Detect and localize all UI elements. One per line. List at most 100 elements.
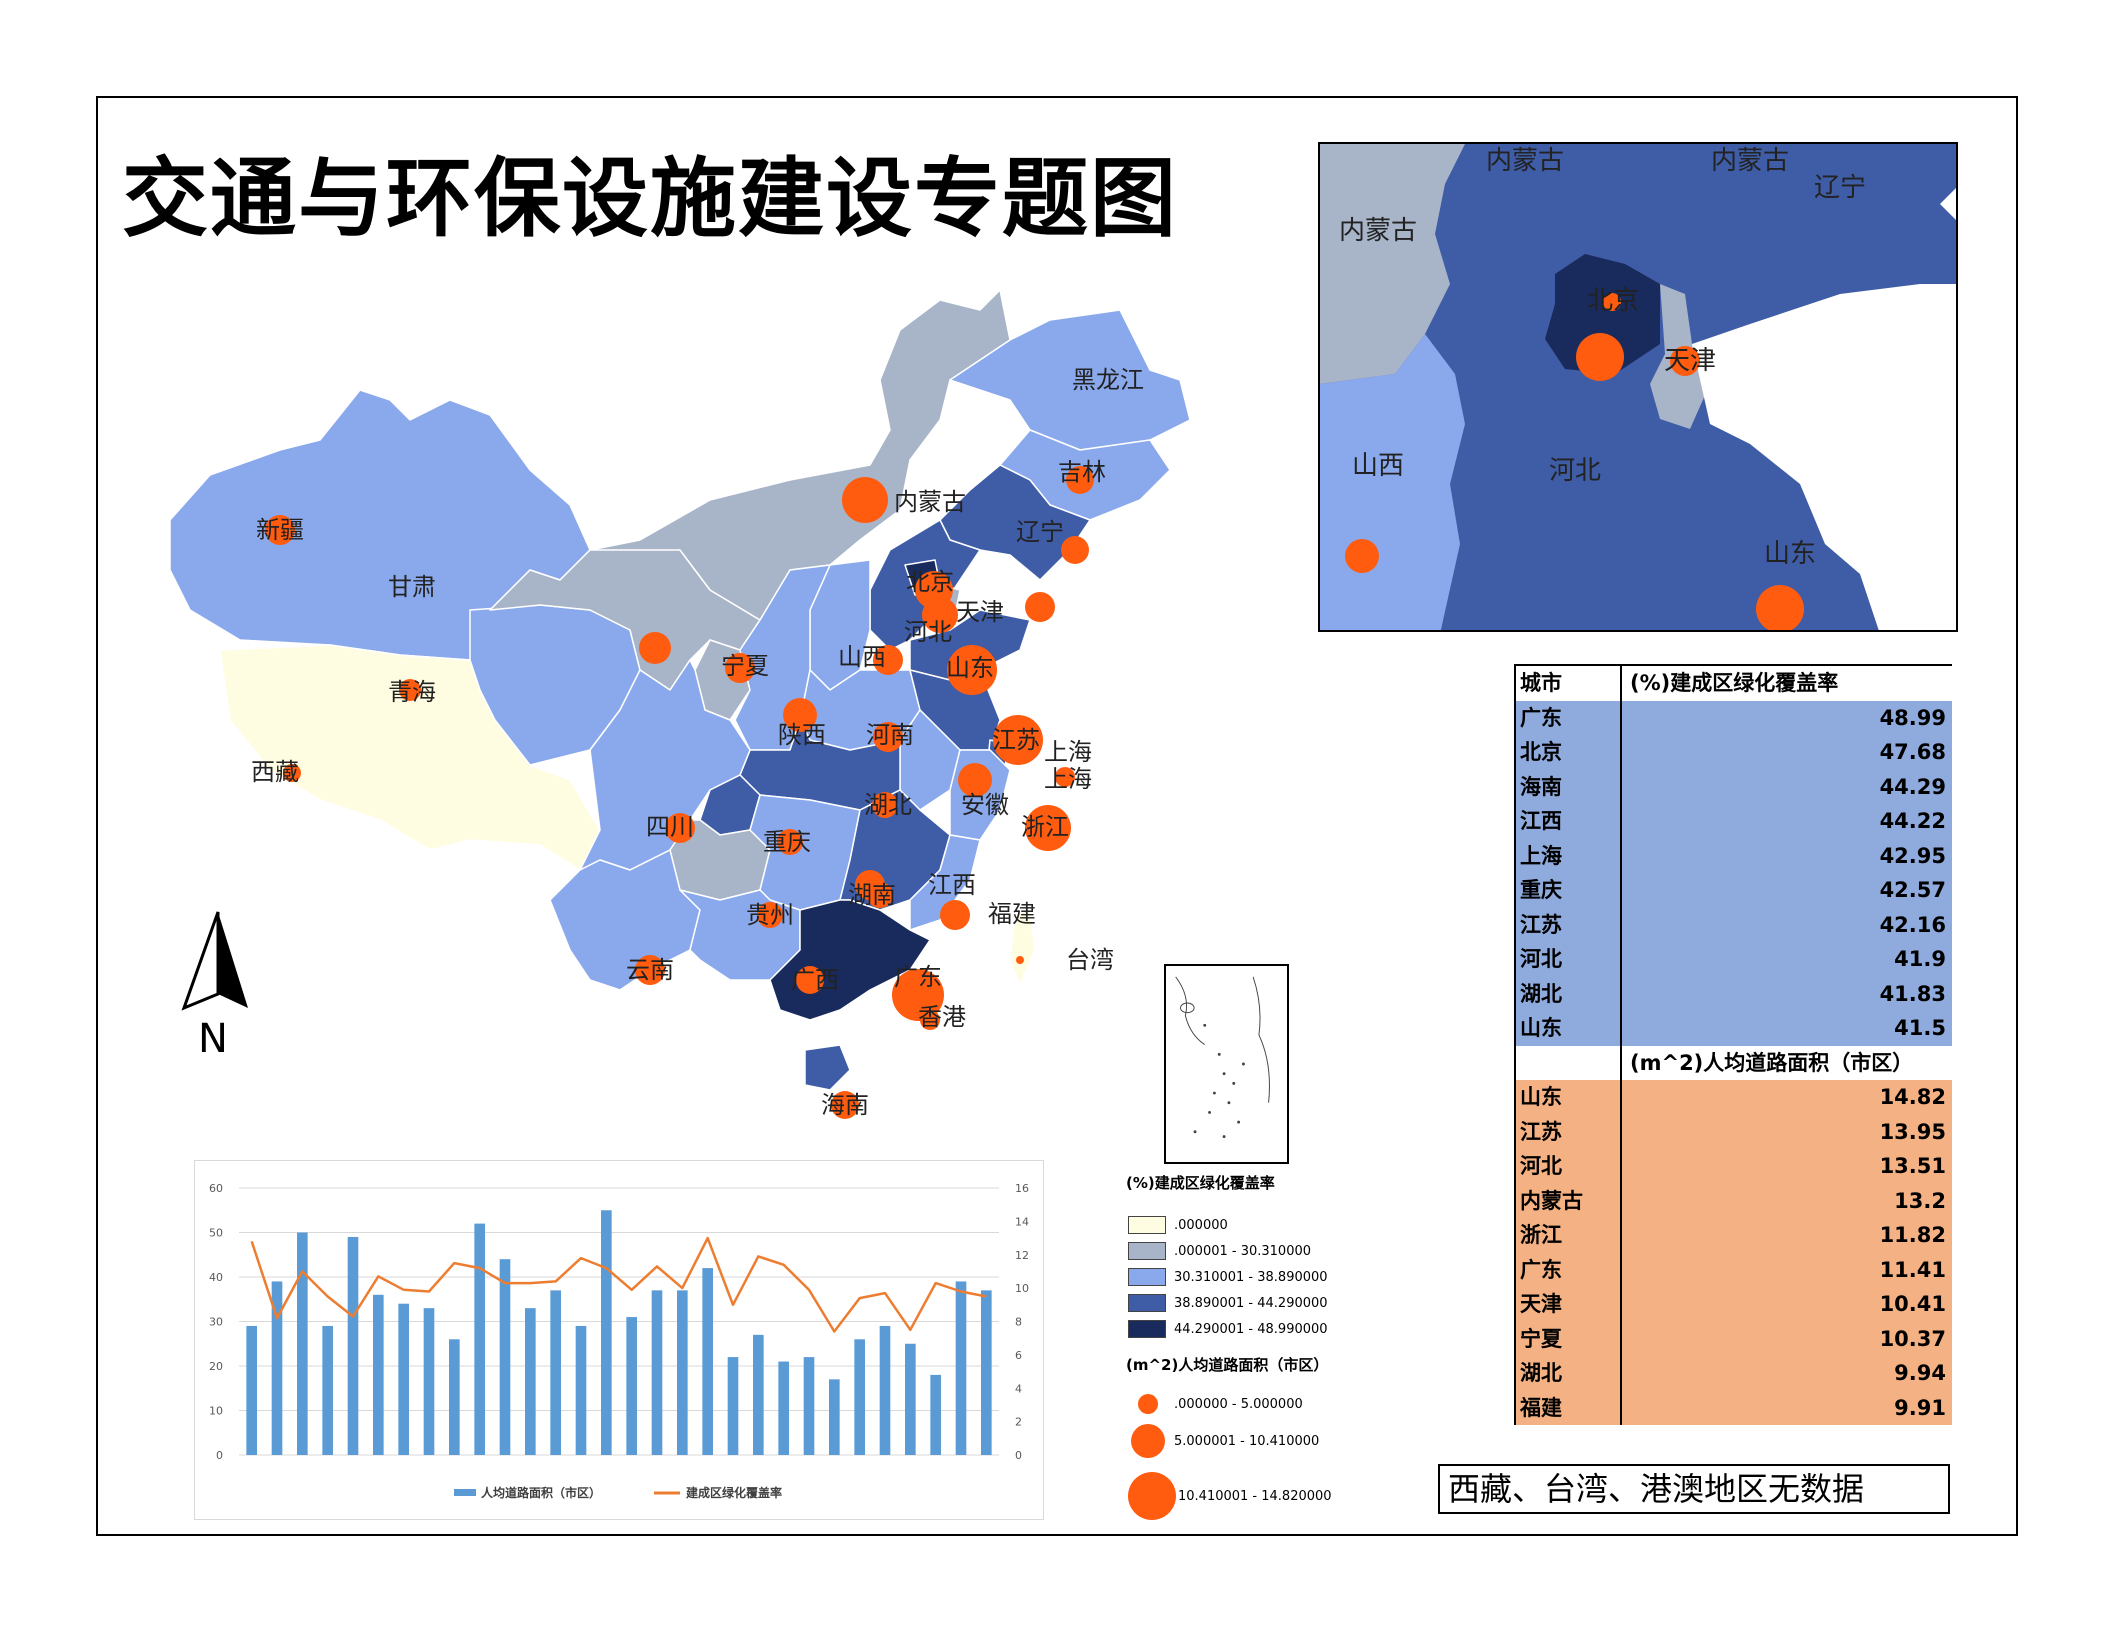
table-cell-city: 福建 xyxy=(1516,1390,1620,1425)
region-hainan xyxy=(804,1044,851,1091)
legend-fill-class-0: .000000 xyxy=(1128,1216,1228,1234)
label-shanxi: 山西 xyxy=(838,643,886,671)
legend-swatch-4 xyxy=(1128,1320,1166,1338)
table-cell-value: 11.41 xyxy=(1620,1252,1952,1287)
table-row: 江西 44.22 xyxy=(1516,804,1952,839)
table-cell-value: 9.94 xyxy=(1620,1356,1952,1391)
table-cell-value: 41.5 xyxy=(1620,1011,1952,1046)
table-cell-value: 10.37 xyxy=(1620,1321,1952,1356)
chart-bar xyxy=(373,1294,384,1455)
chart-bar xyxy=(803,1357,815,1455)
label-xizang: 西藏 xyxy=(251,758,299,786)
table-header-city: 城市 xyxy=(1520,671,1562,695)
label-hainan: 海南 xyxy=(821,1091,869,1119)
legend-circle-medium-icon xyxy=(1131,1424,1165,1458)
chart-bar xyxy=(879,1325,891,1455)
label-guizhou: 贵州 xyxy=(746,901,794,929)
legend-circle-title: (m^2)人均道路面积（市区） xyxy=(1126,1356,1329,1374)
label-neimenggu: 内蒙古 xyxy=(894,488,966,516)
table-row: 宁夏 10.37 xyxy=(1516,1321,1952,1356)
chart-bar xyxy=(246,1325,257,1455)
label-jiangsu: 江苏 xyxy=(992,726,1040,754)
label-henan: 河南 xyxy=(866,721,914,749)
legend-circle-label-0: .000000 - 5.000000 xyxy=(1174,1396,1303,1412)
legend-fill-class-3: 38.890001 - 44.290000 xyxy=(1128,1294,1328,1312)
chart-bar xyxy=(651,1290,663,1455)
chart-bar xyxy=(829,1379,840,1455)
table-row: 山东 14.82 xyxy=(1516,1080,1952,1115)
table-cell-value: 44.22 xyxy=(1620,804,1952,839)
inset-label-shanxi: 山西 xyxy=(1352,451,1404,481)
table-cell-value: 9.91 xyxy=(1620,1390,1952,1425)
label-guangxi: 广西 xyxy=(791,966,839,994)
chart-bar xyxy=(854,1339,865,1455)
label-jilin: 吉林 xyxy=(1058,458,1106,486)
legend-fill-class-2: 30.310001 - 38.890000 xyxy=(1128,1268,1328,1286)
chart-right-tick-label: 14 xyxy=(1015,1215,1029,1228)
chart-bar xyxy=(981,1290,992,1455)
table-cell-city: 山东 xyxy=(1516,1080,1620,1115)
map-title: 交通与环保设施建设专题图 xyxy=(122,149,1178,249)
table-cell-city: 北京 xyxy=(1516,735,1620,770)
chart-bar xyxy=(525,1308,536,1455)
table-header-road: (m^2)人均道路面积（市区） xyxy=(1620,1045,1952,1080)
table-row: 福建 9.91 xyxy=(1516,1390,1952,1425)
chart-left-tick-label: 20 xyxy=(209,1360,223,1373)
label-yunnan: 云南 xyxy=(626,956,674,984)
table-cell-value: 47.68 xyxy=(1620,735,1952,770)
legend-fill-label-3: 38.890001 - 44.290000 xyxy=(1174,1295,1328,1311)
table-cell-city: 天津 xyxy=(1516,1287,1620,1322)
chart-legend-line-label: 建成区绿化覆盖率 xyxy=(685,1485,782,1500)
chart-bar xyxy=(449,1339,460,1455)
chart-left-tick-label: 50 xyxy=(209,1227,223,1240)
table-cell-city: 浙江 xyxy=(1516,1218,1620,1253)
chart-right-tick-label: 6 xyxy=(1015,1349,1022,1362)
chart-right-tick-label: 4 xyxy=(1015,1382,1022,1395)
table-header-road-row: (m^2)人均道路面积（市区） xyxy=(1516,1045,1952,1080)
chart-bar xyxy=(930,1374,941,1455)
north-arrow-icon xyxy=(181,911,248,1011)
label-sichuan: 四川 xyxy=(646,813,694,841)
legend-swatch-3 xyxy=(1128,1294,1166,1312)
table-cell-city: 山东 xyxy=(1516,1011,1620,1046)
legend-circle-label-1: 5.000001 - 10.410000 xyxy=(1174,1433,1320,1449)
region-liaoning xyxy=(939,464,1091,581)
label-shanghai-2: 上海 xyxy=(1044,765,1092,793)
chart-bar xyxy=(398,1303,409,1455)
chart-bar xyxy=(955,1281,967,1455)
label-heilongjiang: 黑龙江 xyxy=(1072,366,1144,394)
chart-left-tick-label: 30 xyxy=(209,1316,223,1329)
table-cell-value: 44.29 xyxy=(1620,769,1952,804)
table-cell-value: 41.83 xyxy=(1620,976,1952,1011)
chart-legend-bar-swatch xyxy=(454,1489,476,1496)
legend-fill-label-1: .000001 - 30.310000 xyxy=(1174,1243,1312,1259)
legend-circle-small-icon xyxy=(1138,1394,1158,1414)
table-header-row: 城市 (%)建成区绿化覆盖率 xyxy=(1516,664,1952,701)
inset-label-tianjin: 天津 xyxy=(1664,346,1716,376)
label-fujian: 福建 xyxy=(988,900,1036,928)
label-qinghai: 青海 xyxy=(388,678,436,706)
chart-right-tick-label: 12 xyxy=(1015,1249,1029,1262)
chart-bar xyxy=(702,1268,713,1455)
table-cell-value: 42.95 xyxy=(1620,838,1952,873)
table-row: 河北 41.9 xyxy=(1516,942,1952,977)
table-row: 河北 13.51 xyxy=(1516,1149,1952,1184)
label-beijing: 北京 xyxy=(906,568,954,596)
chart-border xyxy=(194,1160,1044,1520)
table-cell-city: 江西 xyxy=(1516,804,1620,839)
chart-bar xyxy=(601,1210,612,1455)
table-cell-city: 重庆 xyxy=(1516,873,1620,908)
table-cell-city: 上海 xyxy=(1516,838,1620,873)
label-guangdong: 广东 xyxy=(894,963,942,991)
label-shanghai: 上海 xyxy=(1044,738,1092,766)
chart-line-series xyxy=(250,1236,987,1333)
label-shaanxi: 陕西 xyxy=(778,721,826,749)
label-hubei: 湖北 xyxy=(864,791,912,819)
map-frame xyxy=(96,96,2018,1536)
legend-swatch-2 xyxy=(1128,1268,1166,1286)
table-cell-value: 11.82 xyxy=(1620,1218,1952,1253)
legend-circle-class-2: 10.410001 - 14.820000 xyxy=(1128,1472,1332,1520)
table-row: 天津 10.41 xyxy=(1516,1287,1952,1322)
region-heilongjiang xyxy=(949,309,1191,451)
table-row: 湖北 9.94 xyxy=(1516,1356,1952,1391)
